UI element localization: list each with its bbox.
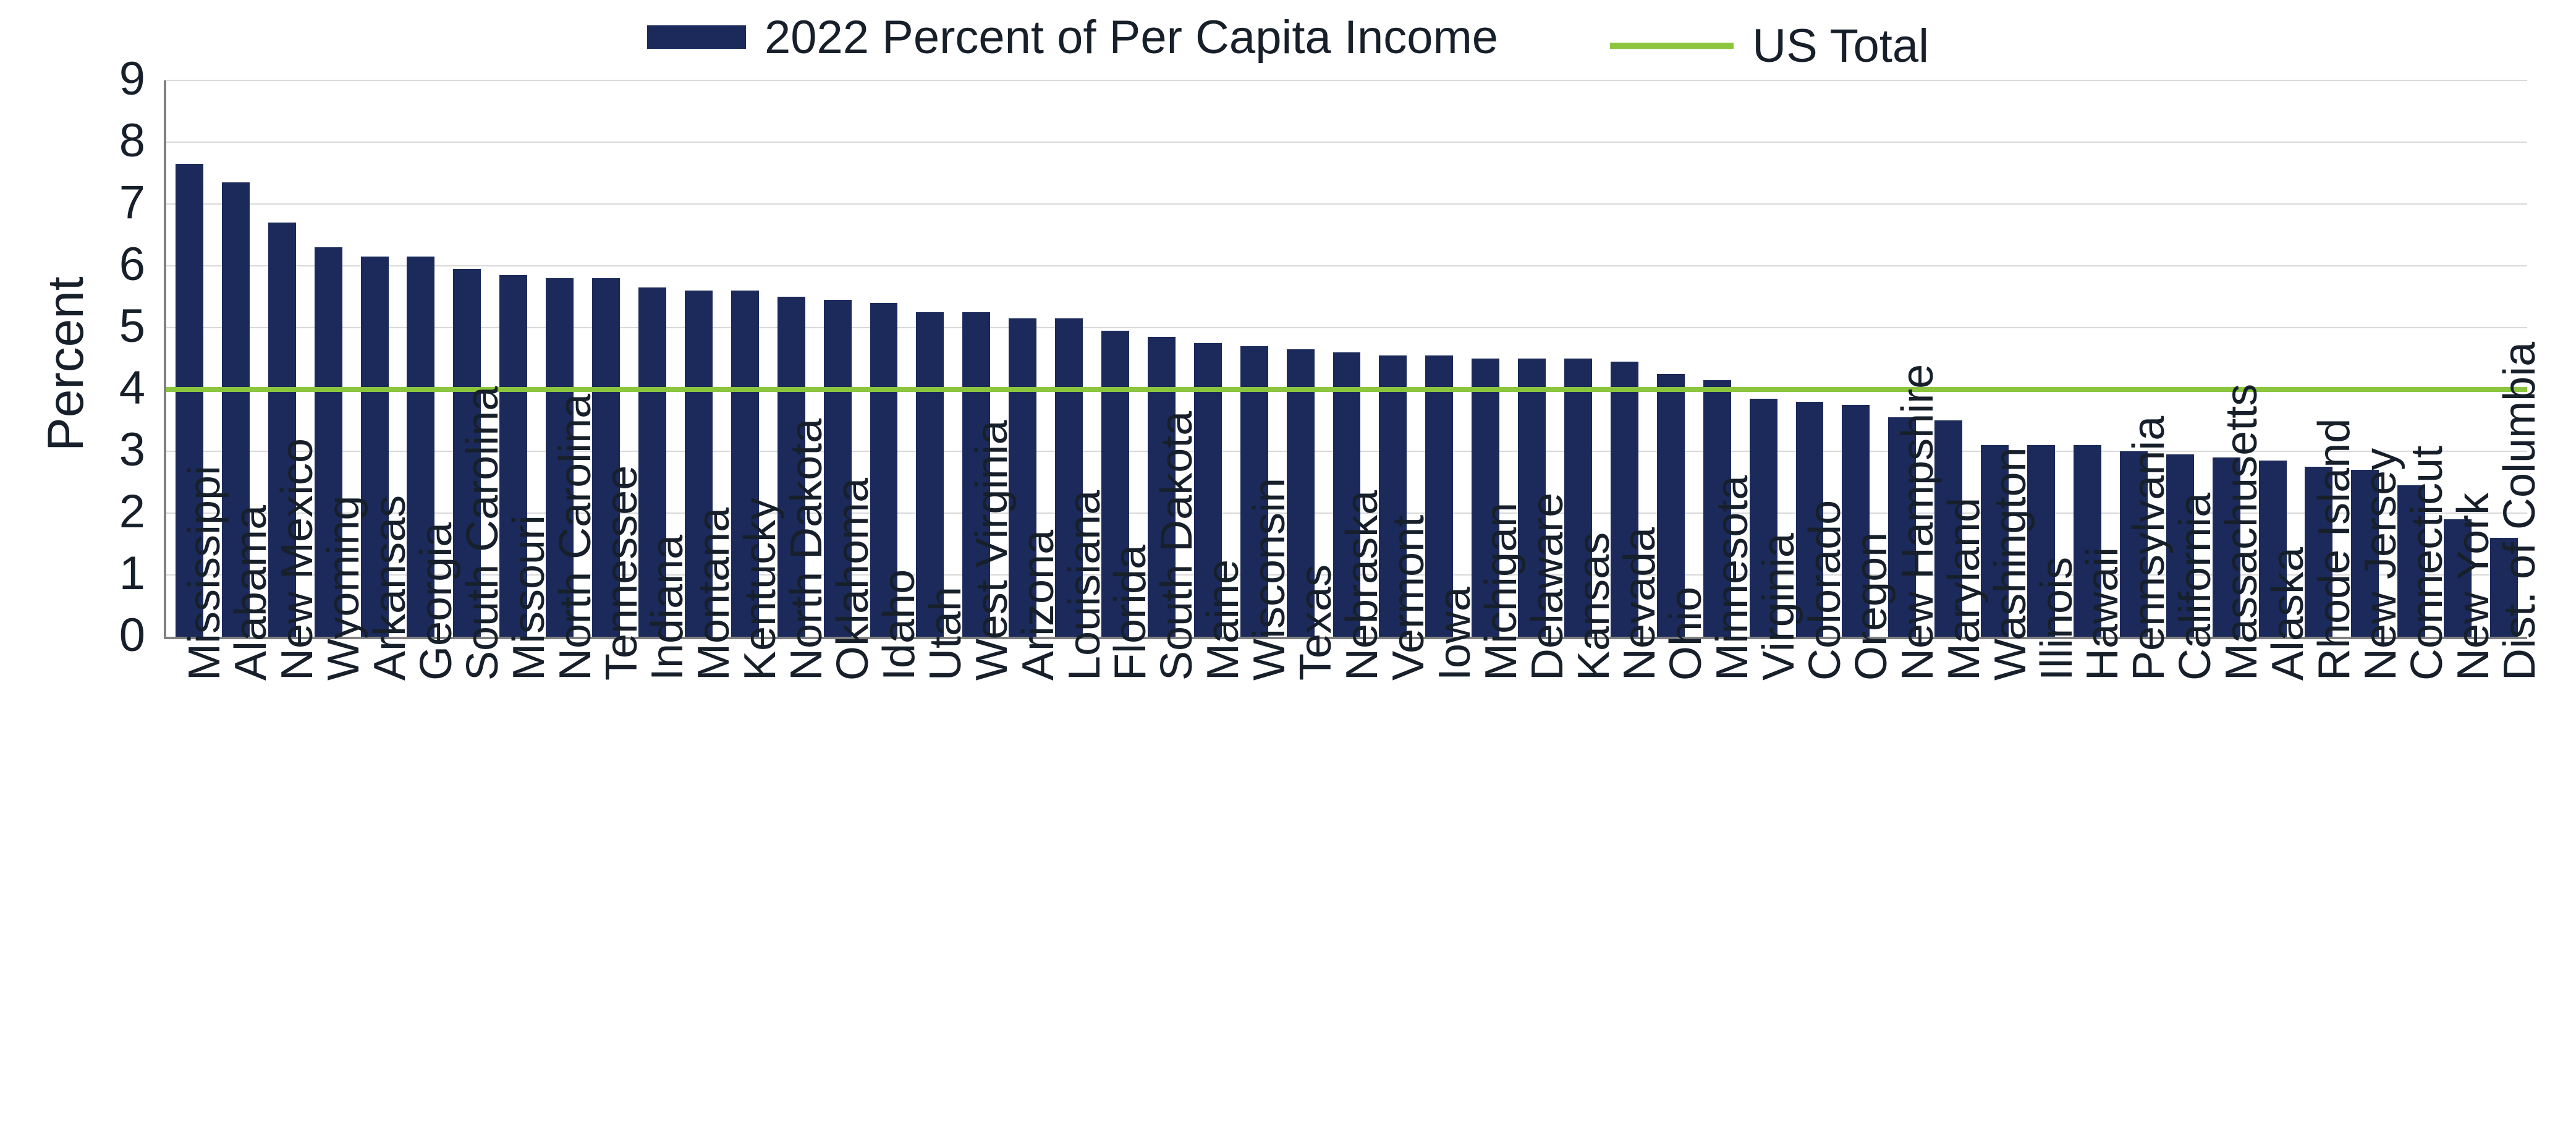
legend-reference-label: US Total (1752, 19, 1929, 73)
per-capita-income-chart: 2022 Percent of Per Capita Income US Tot… (0, 0, 2576, 1135)
y-tick-label: 9 (0, 52, 145, 106)
reference-line-us-total (166, 387, 2527, 392)
y-tick-label: 8 (0, 114, 145, 168)
y-tick-label: 4 (0, 361, 145, 415)
legend-item-reference: US Total (1610, 19, 1929, 73)
legend-swatch-bar (647, 25, 746, 49)
legend-item-series: 2022 Percent of Per Capita Income (647, 11, 1498, 64)
legend-swatch-line (1610, 43, 1734, 49)
y-tick-label: 5 (0, 299, 145, 353)
y-tick-label: 6 (0, 237, 145, 291)
y-tick-label: 3 (0, 423, 145, 477)
chart-legend: 2022 Percent of Per Capita Income US Tot… (0, 6, 2576, 73)
y-tick-label: 1 (0, 546, 145, 600)
y-tick-label: 7 (0, 176, 145, 229)
y-tick-label: 2 (0, 485, 145, 538)
y-tick-label: 0 (0, 608, 145, 662)
legend-series-label: 2022 Percent of Per Capita Income (765, 11, 1498, 64)
